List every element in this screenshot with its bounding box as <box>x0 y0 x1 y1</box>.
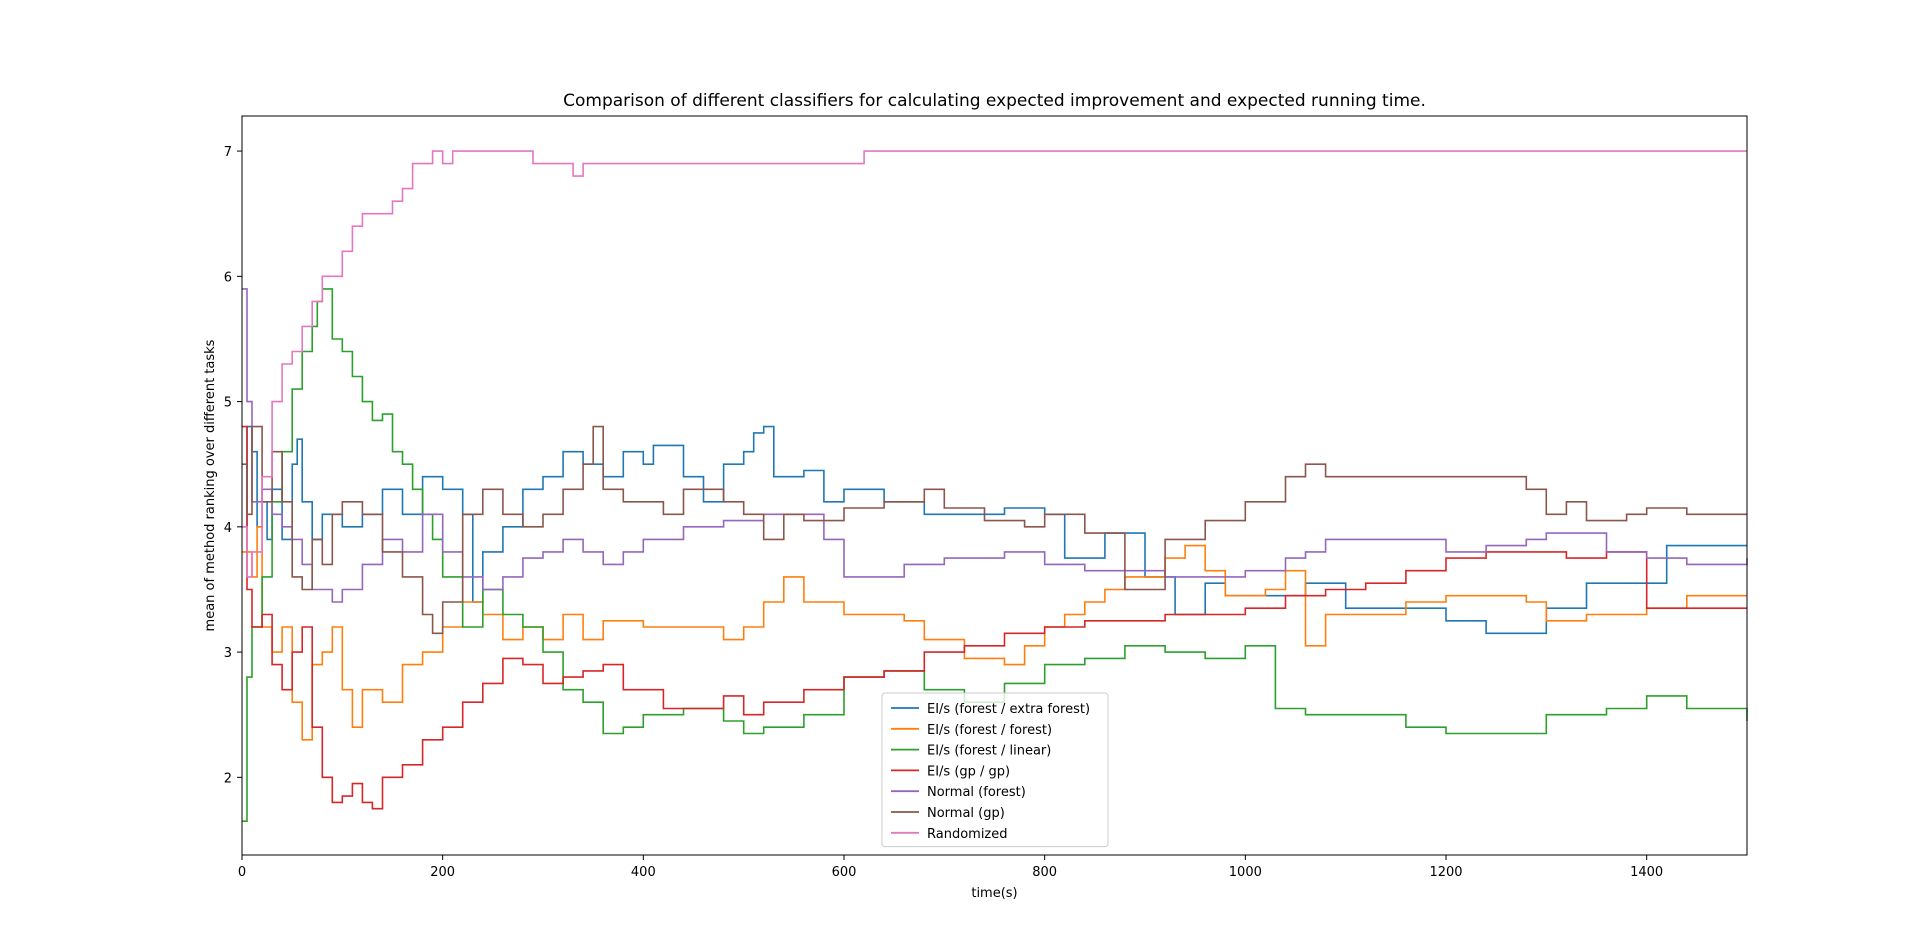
x-tick-label-2: 400 <box>631 865 656 880</box>
plot-area <box>242 150 1748 822</box>
plot-frame <box>241 115 1748 856</box>
legend-label-5: Normal (gp) <box>927 806 1005 821</box>
x-tick-label-7: 1400 <box>1630 865 1663 880</box>
axes: 0 200 400 600 800 1000 1200 1400 2 3 4 5 6 7 <box>224 115 1748 880</box>
y-axis-title: mean of method ranking over different ta… <box>203 339 218 631</box>
y-tick-label-3: 5 <box>224 396 232 411</box>
x-tick-label-5: 1000 <box>1229 865 1262 880</box>
series-line-5 <box>242 425 1747 635</box>
y-tick-label-5: 7 <box>224 145 232 160</box>
x-tick-label-6: 1200 <box>1429 865 1462 880</box>
series-line-3 <box>242 425 1747 810</box>
series-line-4 <box>242 288 1748 603</box>
x-tick-label-0: 0 <box>238 865 246 880</box>
legend-label-2: EI/s (forest / linear) <box>927 744 1051 759</box>
legend-label-3: EI/s (gp / gp) <box>927 764 1010 779</box>
legend-label-1: EI/s (forest / forest) <box>927 723 1052 738</box>
series-line-1 <box>242 526 1747 741</box>
y-tick-label-0: 2 <box>224 771 232 786</box>
legend-label-0: EI/s (forest / extra forest) <box>927 702 1090 717</box>
x-axis-title: time(s) <box>971 886 1017 901</box>
y-tick-label-4: 6 <box>224 270 232 285</box>
y-tick-label-2: 4 <box>224 521 232 536</box>
series-line-6 <box>242 150 1747 578</box>
legend-label-4: Normal (forest) <box>927 785 1026 800</box>
x-tick-label-1: 200 <box>430 865 455 880</box>
y-tick-label-1: 3 <box>224 646 232 661</box>
x-tick-label-3: 600 <box>832 865 857 880</box>
legend-label-6: Randomized <box>927 827 1008 842</box>
chart-title: Comparison of different classifiers for … <box>563 91 1426 111</box>
legend: EI/s (forest / extra forest) EI/s (forest… <box>881 692 1109 848</box>
x-tick-label-4: 800 <box>1032 865 1057 880</box>
legend-box <box>881 692 1109 848</box>
